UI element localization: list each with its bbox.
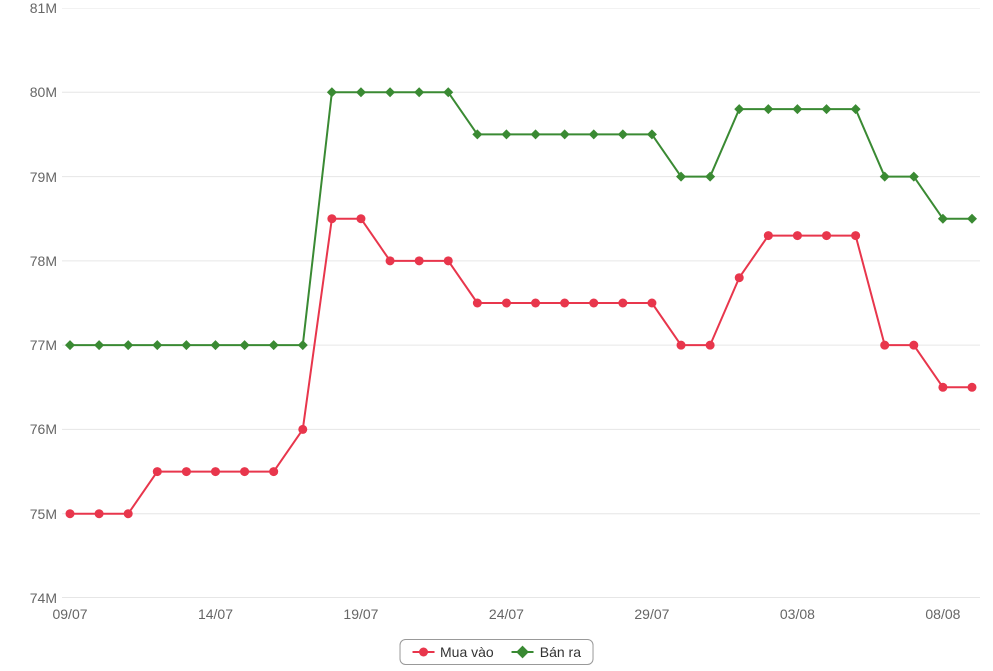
legend-item-ban-ra[interactable]: Bán ra [512,644,581,660]
y-tick-label: 77M [30,337,57,353]
plot-area [62,8,980,598]
legend-swatch-ban-ra [512,651,534,653]
x-tick-label: 24/07 [489,606,524,622]
y-tick-label: 81M [30,0,57,16]
y-tick-label: 79M [30,169,57,185]
y-tick-label: 74M [30,590,57,606]
y-tick-label: 80M [30,84,57,100]
legend-label-ban-ra: Bán ra [540,644,581,660]
legend-item-mua-vao[interactable]: Mua vào [412,644,494,660]
x-tick-label: 09/07 [52,606,87,622]
x-tick-label: 03/08 [780,606,815,622]
y-tick-label: 75M [30,506,57,522]
x-tick-label: 29/07 [634,606,669,622]
y-tick-label: 76M [30,421,57,437]
x-tick-label: 14/07 [198,606,233,622]
legend: Mua vào Bán ra [399,639,594,665]
x-tick-label: 19/07 [343,606,378,622]
x-tick-label: 08/08 [925,606,960,622]
series-svg [62,8,980,598]
price-chart: 74M 75M 76M 77M 78M 79M 80M 81M 09/07 14/07 19/07… [0,0,993,671]
y-tick-label: 78M [30,253,57,269]
legend-swatch-mua-vao [412,651,434,653]
legend-label-mua-vao: Mua vào [440,644,494,660]
